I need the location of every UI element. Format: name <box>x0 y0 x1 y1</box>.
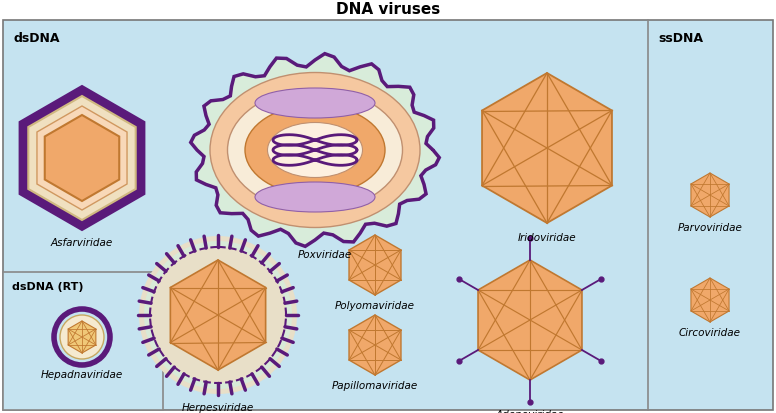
Text: dsDNA: dsDNA <box>14 32 61 45</box>
Circle shape <box>150 247 286 383</box>
Text: Poxviridae: Poxviridae <box>298 250 352 260</box>
Ellipse shape <box>139 236 297 394</box>
Polygon shape <box>171 260 265 370</box>
Polygon shape <box>191 54 439 247</box>
Text: Papillomaviridae: Papillomaviridae <box>332 381 418 391</box>
Text: Herpesviridae: Herpesviridae <box>182 403 254 413</box>
Polygon shape <box>45 115 120 201</box>
Text: Hepadnaviridae: Hepadnaviridae <box>41 370 123 380</box>
Polygon shape <box>68 321 96 353</box>
Circle shape <box>60 315 104 359</box>
Ellipse shape <box>227 89 403 211</box>
Polygon shape <box>28 96 136 220</box>
Text: Iridoviridae: Iridoviridae <box>518 233 577 243</box>
Ellipse shape <box>255 182 375 212</box>
Bar <box>3 272 163 410</box>
Text: ssDNA: ssDNA <box>658 32 703 45</box>
Polygon shape <box>349 315 401 375</box>
Text: dsDNA (RT): dsDNA (RT) <box>12 282 84 292</box>
Ellipse shape <box>210 73 420 228</box>
Text: Adenoviridae: Adenoviridae <box>496 410 564 413</box>
Polygon shape <box>691 278 729 322</box>
Text: Polyomaviridae: Polyomaviridae <box>335 301 415 311</box>
Ellipse shape <box>268 123 362 178</box>
Text: Parvoviridae: Parvoviridae <box>677 223 743 233</box>
Polygon shape <box>482 73 612 223</box>
Text: Asfarviridae: Asfarviridae <box>51 238 113 248</box>
Polygon shape <box>349 235 401 295</box>
Ellipse shape <box>245 105 385 195</box>
Polygon shape <box>37 106 127 210</box>
Text: DNA viruses: DNA viruses <box>336 2 440 17</box>
Ellipse shape <box>144 241 292 389</box>
Ellipse shape <box>255 88 375 118</box>
Polygon shape <box>22 88 143 228</box>
Polygon shape <box>478 260 582 380</box>
Text: Circoviridae: Circoviridae <box>679 328 741 338</box>
Polygon shape <box>691 173 729 217</box>
